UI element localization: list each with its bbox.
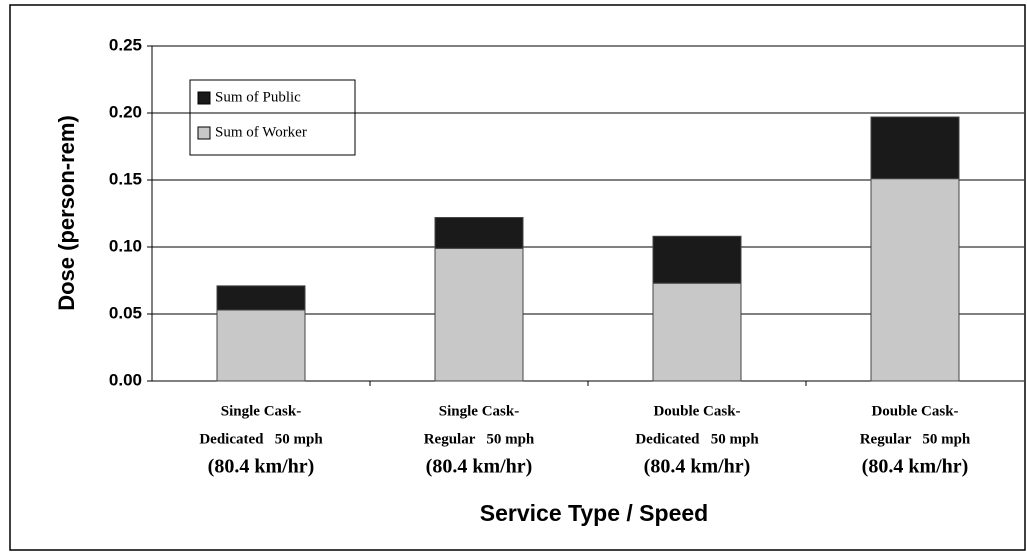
x-tick-label: Regular 50 mph (860, 431, 971, 447)
x-tick-label: Regular 50 mph (424, 431, 535, 447)
y-tick-label: 0.25 (109, 35, 142, 54)
legend-swatch (197, 126, 211, 140)
y-axis-label: Dose (person-rem) (54, 115, 79, 311)
y-tick-label: 0.05 (109, 303, 142, 322)
legend-swatch (197, 91, 211, 105)
x-tick-label: Double Cask- (653, 403, 740, 419)
bar-segment (652, 235, 742, 284)
bar-segment (216, 309, 306, 382)
bar-segment (870, 178, 960, 382)
x-tick-label: Dedicated 50 mph (635, 431, 759, 447)
x-tick-label: (80.4 km/hr) (426, 456, 533, 478)
x-tick-label: Double Cask- (871, 403, 958, 419)
bar-segment (434, 247, 524, 382)
bar-segment (216, 285, 306, 311)
x-axis-label: Service Type / Speed (480, 500, 708, 526)
x-tick-label: (80.4 km/hr) (862, 456, 969, 478)
bar-segment (434, 217, 524, 249)
y-tick-label: 0.15 (109, 169, 142, 188)
x-tick-label: (80.4 km/hr) (644, 456, 751, 478)
x-tick-label: Single Cask- (439, 403, 519, 419)
x-tick-label: (80.4 km/hr) (208, 456, 315, 478)
bar-segment (652, 282, 742, 382)
y-tick-label: 0.20 (109, 102, 142, 121)
y-tick-label: 0.00 (109, 370, 142, 389)
legend-label: Sum of Worker (215, 124, 307, 140)
x-tick-label: Dedicated 50 mph (199, 431, 323, 447)
y-tick-label: 0.10 (109, 236, 142, 255)
bar-segment (870, 116, 960, 180)
legend-box (189, 79, 356, 156)
x-tick-label: Single Cask- (221, 403, 301, 419)
legend-label: Sum of Public (215, 89, 301, 105)
